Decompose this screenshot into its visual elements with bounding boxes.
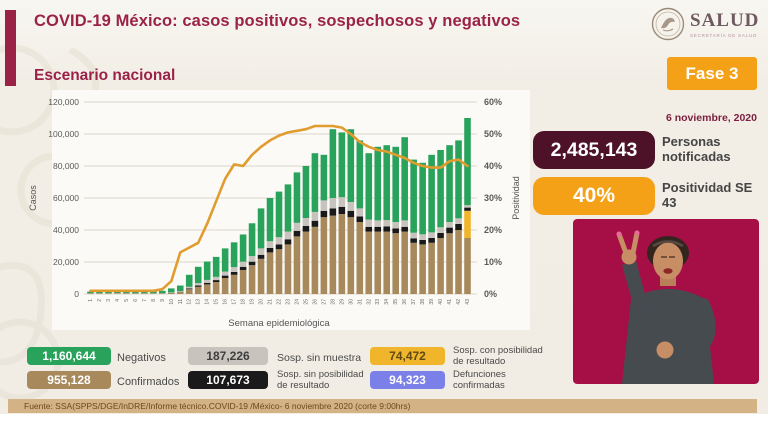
svg-text:21: 21 — [268, 299, 274, 305]
legend-pill-defunciones: 94,323 — [370, 371, 445, 389]
svg-text:34: 34 — [384, 299, 390, 305]
salud-logo: SALUD SECRETARÍA DE SALUD — [650, 6, 762, 42]
legend-pill-negativos: 1,160,644 — [27, 347, 111, 365]
logo-name: SALUD — [690, 10, 760, 31]
svg-text:18: 18 — [241, 299, 247, 305]
svg-text:15: 15 — [214, 299, 220, 305]
legend-pill-sosp-sin-muestra: 187,226 — [188, 347, 268, 365]
svg-text:80,000: 80,000 — [53, 161, 79, 171]
svg-text:35: 35 — [393, 299, 399, 305]
svg-text:60,000: 60,000 — [53, 193, 79, 203]
sign-language-interpreter-video — [573, 219, 759, 384]
svg-text:60%: 60% — [484, 97, 502, 107]
svg-text:4: 4 — [115, 299, 121, 302]
svg-text:50%: 50% — [484, 129, 502, 139]
svg-text:6: 6 — [133, 299, 139, 302]
svg-text:30: 30 — [348, 299, 354, 305]
svg-text:0%: 0% — [484, 289, 497, 299]
svg-text:100,000: 100,000 — [48, 129, 79, 139]
svg-text:10: 10 — [169, 299, 175, 305]
svg-text:13: 13 — [196, 299, 202, 305]
svg-text:12: 12 — [187, 299, 193, 305]
legend-label-sosp-sin-posibilidad: Sosp. sin posibilidad de resultado — [277, 369, 364, 391]
accent-bar — [5, 10, 16, 86]
source-footer: Fuente: SSA(SPPS/DGE/InDRE/Informe técni… — [8, 399, 757, 413]
salud-eagle-emblem-icon — [651, 7, 685, 41]
svg-text:40%: 40% — [484, 161, 502, 171]
svg-text:16: 16 — [223, 299, 229, 305]
svg-text:20,000: 20,000 — [53, 257, 79, 267]
positivity-line — [89, 124, 469, 293]
svg-text:41: 41 — [447, 299, 453, 305]
legend-pill-sosp-sin-posibilidad: 107,673 — [188, 371, 268, 389]
left-axis-ticks: 0 20,000 40,000 60,000 80,000 100,000 120,000 — [48, 97, 79, 299]
legend-label-sosp-con-posibilidad: Sosp. con posibilidad de resultado — [453, 345, 543, 367]
svg-text:7: 7 — [142, 299, 148, 302]
svg-text:120,000: 120,000 — [48, 97, 79, 107]
phase-badge: Fase 3 — [667, 57, 757, 90]
y-axis-title-left: Casos — [28, 185, 38, 211]
legend-label-confirmados: Confirmados — [117, 376, 180, 388]
chart-svg: 020,00040,00060,00080,000100,000120,0000… — [28, 90, 530, 330]
right-axis-ticks: 0% 10% 20% 30% 40% 50% 60% — [484, 97, 502, 299]
svg-text:31: 31 — [357, 299, 363, 305]
svg-text:43: 43 — [465, 299, 471, 305]
svg-text:37: 37 — [411, 299, 417, 305]
svg-text:28: 28 — [330, 299, 336, 305]
x-axis-ticks: 1 2 3 4 5 6 7 8 9 10 11 12 13 14 15 16 17 18 19 20 21 22 23 24 2… — [88, 299, 471, 305]
svg-text:11: 11 — [178, 299, 184, 304]
stat-positividad-value: 40% — [533, 177, 655, 215]
svg-text:29: 29 — [339, 299, 345, 305]
svg-text:27: 27 — [321, 299, 327, 305]
x-axis-title: Semana epidemiológica — [228, 318, 330, 329]
stat-positividad-label: Positividad SE 43 — [662, 180, 753, 210]
svg-text:9: 9 — [160, 299, 166, 302]
svg-text:40,000: 40,000 — [53, 225, 79, 235]
svg-text:20%: 20% — [484, 225, 502, 235]
epidemic-week-chart: 0 20,000 40,000 60,000 80,000 100,000 120,000 0… — [22, 90, 530, 336]
svg-text:36: 36 — [402, 299, 408, 305]
svg-text:30%: 30% — [484, 193, 502, 203]
section-title: Escenario nacional — [34, 67, 176, 84]
svg-text:25: 25 — [303, 299, 309, 305]
svg-text:32: 32 — [366, 299, 372, 305]
svg-text:2: 2 — [97, 299, 103, 302]
svg-text:10%: 10% — [484, 257, 502, 267]
svg-text:1: 1 — [88, 299, 94, 302]
y-axis-title-right: Positividad — [511, 176, 521, 220]
svg-text:24: 24 — [294, 299, 300, 305]
slide-background: COVID-19 México: casos positivos, sospec… — [0, 0, 768, 414]
legend-pill-confirmados: 955,128 — [27, 371, 111, 389]
svg-text:22: 22 — [277, 299, 283, 305]
svg-text:23: 23 — [285, 299, 291, 305]
stat-personas-notificadas-value: 2,485,143 — [533, 131, 655, 169]
svg-text:38: 38 — [420, 299, 426, 305]
svg-text:33: 33 — [375, 299, 381, 305]
svg-text:26: 26 — [312, 299, 318, 305]
stat-personas-notificadas-label: Personas notificadas — [662, 134, 731, 164]
page-title: COVID-19 México: casos positivos, sospec… — [34, 12, 521, 30]
legend-pill-sosp-con-posibilidad: 74,472 — [370, 347, 445, 365]
svg-text:3: 3 — [106, 299, 112, 302]
svg-text:8: 8 — [151, 299, 157, 302]
date-label: 6 noviembre, 2020 — [665, 112, 757, 124]
logo-subtitle: SECRETARÍA DE SALUD — [690, 32, 758, 38]
stacked-bars — [87, 118, 471, 294]
svg-text:14: 14 — [205, 299, 211, 305]
svg-text:0: 0 — [74, 289, 79, 299]
svg-text:19: 19 — [250, 299, 256, 305]
svg-text:17: 17 — [232, 299, 238, 305]
svg-text:20: 20 — [259, 299, 265, 305]
svg-text:42: 42 — [456, 299, 462, 305]
interpreter-figure-icon — [573, 219, 759, 384]
legend-label-negativos: Negativos — [117, 352, 166, 364]
legend-label-sosp-sin-muestra: Sosp. sin muestra — [277, 352, 362, 364]
svg-text:40: 40 — [438, 299, 444, 305]
legend-label-defunciones: Defunciones confirmadas — [453, 369, 506, 391]
svg-text:5: 5 — [124, 299, 130, 302]
svg-text:39: 39 — [429, 299, 435, 305]
